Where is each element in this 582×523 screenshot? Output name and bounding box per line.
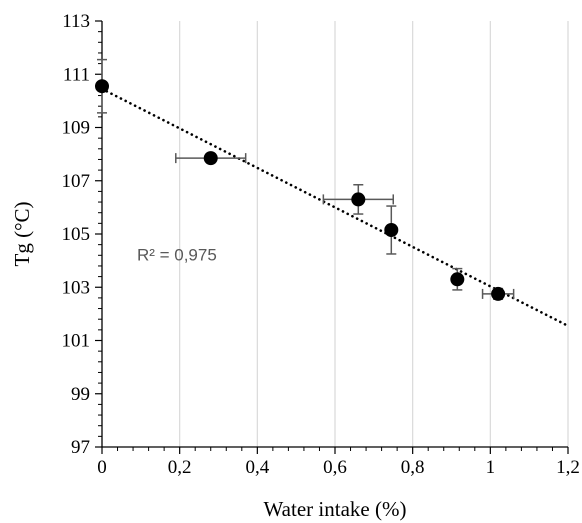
tick-labels: 97 99 101 103 105 107 109 111 113 0 0,2 0,4 0,6 0,8 1 1…: [62, 11, 580, 478]
linear-trendline: [100, 87, 570, 328]
data-point-5: [491, 286, 506, 301]
x-tick-label: 0: [97, 457, 107, 478]
y-tick-label: 99: [71, 384, 90, 405]
data-points: [95, 79, 506, 301]
y-tick-label: 111: [63, 64, 90, 85]
x-tick-label: 1: [486, 457, 496, 478]
y-tick-label: 101: [62, 331, 91, 352]
r-squared-annotation: R² = 0,975: [137, 246, 217, 265]
axes: [95, 20, 569, 454]
y-axis-title: Tg (°C): [10, 202, 34, 267]
data-point-3: [384, 223, 399, 238]
grid-lines: [179, 21, 569, 447]
data-point-0: [95, 79, 109, 94]
y-tick-label: 105: [62, 224, 91, 245]
x-tick-label: 1,2: [556, 457, 580, 478]
trendline: [100, 87, 570, 328]
data-point-4: [450, 272, 465, 287]
x-tick-label: 0,6: [323, 457, 347, 478]
x-tick-label: 0,8: [401, 457, 425, 478]
x-axis-title: Water intake (%): [264, 497, 407, 521]
y-tick-label: 103: [62, 277, 91, 298]
y-tick-label: 107: [62, 171, 91, 192]
data-point-1: [203, 151, 218, 166]
y-tick-label: 97: [71, 437, 90, 458]
x-tick-label: 0,4: [245, 457, 269, 478]
data-point-2: [351, 192, 366, 207]
y-tick-label: 109: [62, 118, 91, 139]
y-tick-label: 113: [62, 11, 90, 32]
x-tick-label: 0,2: [168, 457, 192, 478]
